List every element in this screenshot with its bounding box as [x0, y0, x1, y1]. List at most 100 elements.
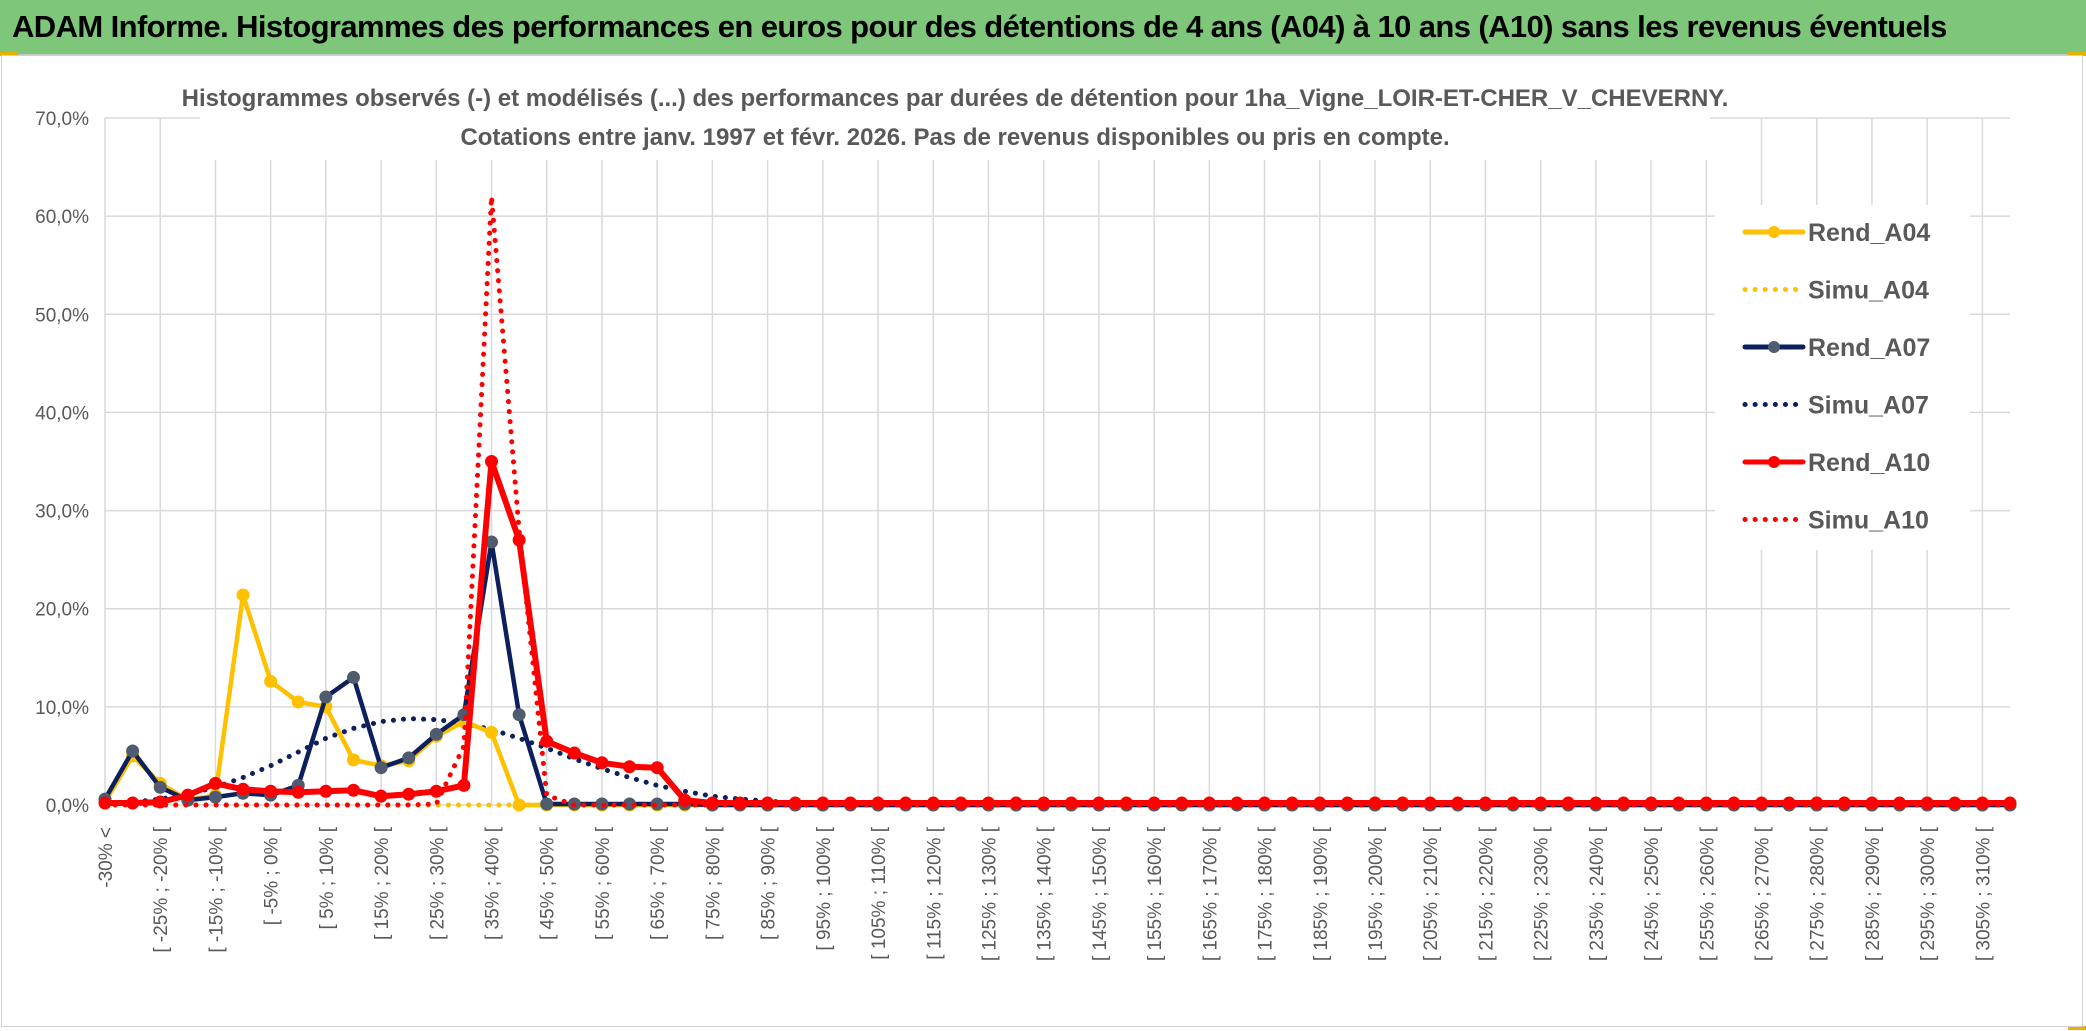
data-point — [1230, 796, 1244, 810]
report-header: ADAM Informe. Histogrammes des performan… — [0, 0, 2086, 55]
data-point — [1092, 796, 1106, 810]
data-point — [1396, 796, 1410, 810]
chart-title: Histogrammes observés (-) et modélisés (… — [182, 76, 1728, 160]
data-point — [485, 455, 499, 468]
x-tick-label: [ 5% ; 10% [ — [317, 826, 338, 929]
x-tick-label: [ 215% ; 220% [ — [1476, 826, 1497, 961]
corner-accent-right — [2068, 52, 2086, 56]
data-point — [981, 796, 995, 810]
data-point — [540, 734, 554, 748]
legend-label: Simu_A07 — [1808, 392, 1929, 420]
data-point — [623, 760, 637, 774]
data-point — [319, 784, 333, 798]
x-tick-label: [ 65% ; 70% [ — [648, 826, 669, 940]
data-point — [1893, 796, 1907, 810]
data-point — [761, 796, 775, 810]
x-tick-label: [ 135% ; 140% [ — [1035, 826, 1056, 961]
data-point — [126, 796, 140, 810]
legend-marker — [1768, 456, 1780, 468]
legend-marker — [1768, 341, 1780, 353]
legend-label: Rend_A04 — [1808, 219, 1930, 247]
x-tick-label: [ 255% ; 260% [ — [1697, 826, 1718, 961]
data-point — [1948, 796, 1962, 810]
data-point — [1064, 796, 1078, 810]
data-point — [1506, 796, 1520, 810]
data-point — [1534, 796, 1548, 810]
data-point — [567, 746, 581, 760]
x-tick-label: [ 25% ; 30% [ — [427, 826, 448, 940]
data-point — [346, 783, 360, 797]
data-point — [208, 790, 222, 804]
data-point — [2003, 796, 2017, 810]
data-point — [954, 796, 968, 810]
data-point — [291, 695, 305, 709]
data-point — [264, 784, 278, 798]
data-point — [374, 789, 388, 803]
data-point — [98, 796, 112, 810]
legend-label: Rend_A07 — [1808, 334, 1930, 362]
series-line-rend-a04 — [102, 592, 2013, 808]
legend-marker — [1768, 226, 1780, 238]
x-tick-label: [ 35% ; 40% [ — [483, 826, 504, 940]
data-point — [1147, 796, 1161, 810]
data-point — [291, 785, 305, 799]
y-axis: 0,0% 10,0% 20,0% 30,0% 40,0% 50,0% 60,0% 70,0% — [35, 109, 89, 817]
y-tick-label: 40,0% — [35, 403, 89, 424]
data-point — [512, 533, 526, 547]
x-tick-label: [ 265% ; 270% [ — [1753, 826, 1774, 961]
data-point — [1616, 796, 1630, 810]
data-point — [1975, 796, 1989, 810]
data-point — [402, 751, 416, 765]
y-tick-label: 10,0% — [35, 698, 89, 719]
data-point — [153, 795, 167, 809]
data-point — [1120, 796, 1134, 810]
x-tick-label: [ 85% ; 90% [ — [759, 826, 780, 940]
data-point — [126, 744, 140, 758]
legend-label: Simu_A04 — [1808, 277, 1929, 305]
data-point — [319, 690, 333, 704]
chart-title-line-2: Cotations entre janv. 1997 et févr. 2026… — [460, 124, 1449, 151]
x-tick-label: [ -25% ; -20% [ — [151, 826, 172, 952]
data-point — [871, 796, 885, 810]
x-tick-label: [ 285% ; 290% [ — [1863, 826, 1884, 961]
data-point — [402, 787, 416, 801]
series-line-rend-a07 — [102, 539, 2013, 808]
corner-accent-bottom-right — [2068, 1026, 2086, 1030]
data-point — [1313, 796, 1327, 810]
data-point — [264, 674, 278, 688]
data-point — [926, 796, 940, 810]
data-point — [429, 784, 443, 798]
data-point — [1423, 796, 1437, 810]
data-point — [1782, 796, 1796, 810]
x-tick-label: [ 95% ; 100% [ — [814, 826, 835, 950]
y-tick-label: 70,0% — [35, 109, 89, 130]
data-point — [512, 798, 526, 812]
x-tick-label: [ 175% ; 180% [ — [1256, 826, 1277, 961]
data-point — [1009, 796, 1023, 810]
data-point — [346, 670, 360, 684]
data-point — [1202, 796, 1216, 810]
data-point — [1810, 796, 1824, 810]
legend-label: Simu_A10 — [1808, 507, 1929, 535]
data-point — [1589, 796, 1603, 810]
data-point — [1451, 796, 1465, 810]
x-tick-label: [ 165% ; 170% [ — [1200, 826, 1221, 961]
x-tick-label: [ 15% ; 20% [ — [372, 826, 393, 940]
x-tick-label: [ 195% ; 200% [ — [1366, 826, 1387, 961]
data-point — [1561, 796, 1575, 810]
x-tick-label: [ -5% ; 0% [ — [262, 826, 283, 925]
data-point — [788, 796, 802, 810]
x-tick-label: [ 245% ; 250% [ — [1642, 826, 1663, 961]
data-point — [705, 796, 719, 810]
chart-legend: Rend_A04 Simu_A04 Rend_A07 Simu_A07 Rend_A10… — [1715, 205, 1970, 550]
y-tick-label: 30,0% — [35, 502, 89, 523]
report-title: ADAM Informe. Histogrammes des performan… — [12, 9, 1947, 44]
x-tick-label: [ 105% ; 110% [ — [869, 826, 890, 959]
data-point — [1755, 796, 1769, 810]
x-tick-label: [ -15% ; -10% [ — [206, 826, 227, 952]
data-point — [733, 796, 747, 810]
x-tick-label: [ 305% ; 310% [ — [1973, 826, 1994, 961]
data-point — [1865, 796, 1879, 810]
x-tick-label: [ 45% ; 50% [ — [538, 826, 559, 940]
